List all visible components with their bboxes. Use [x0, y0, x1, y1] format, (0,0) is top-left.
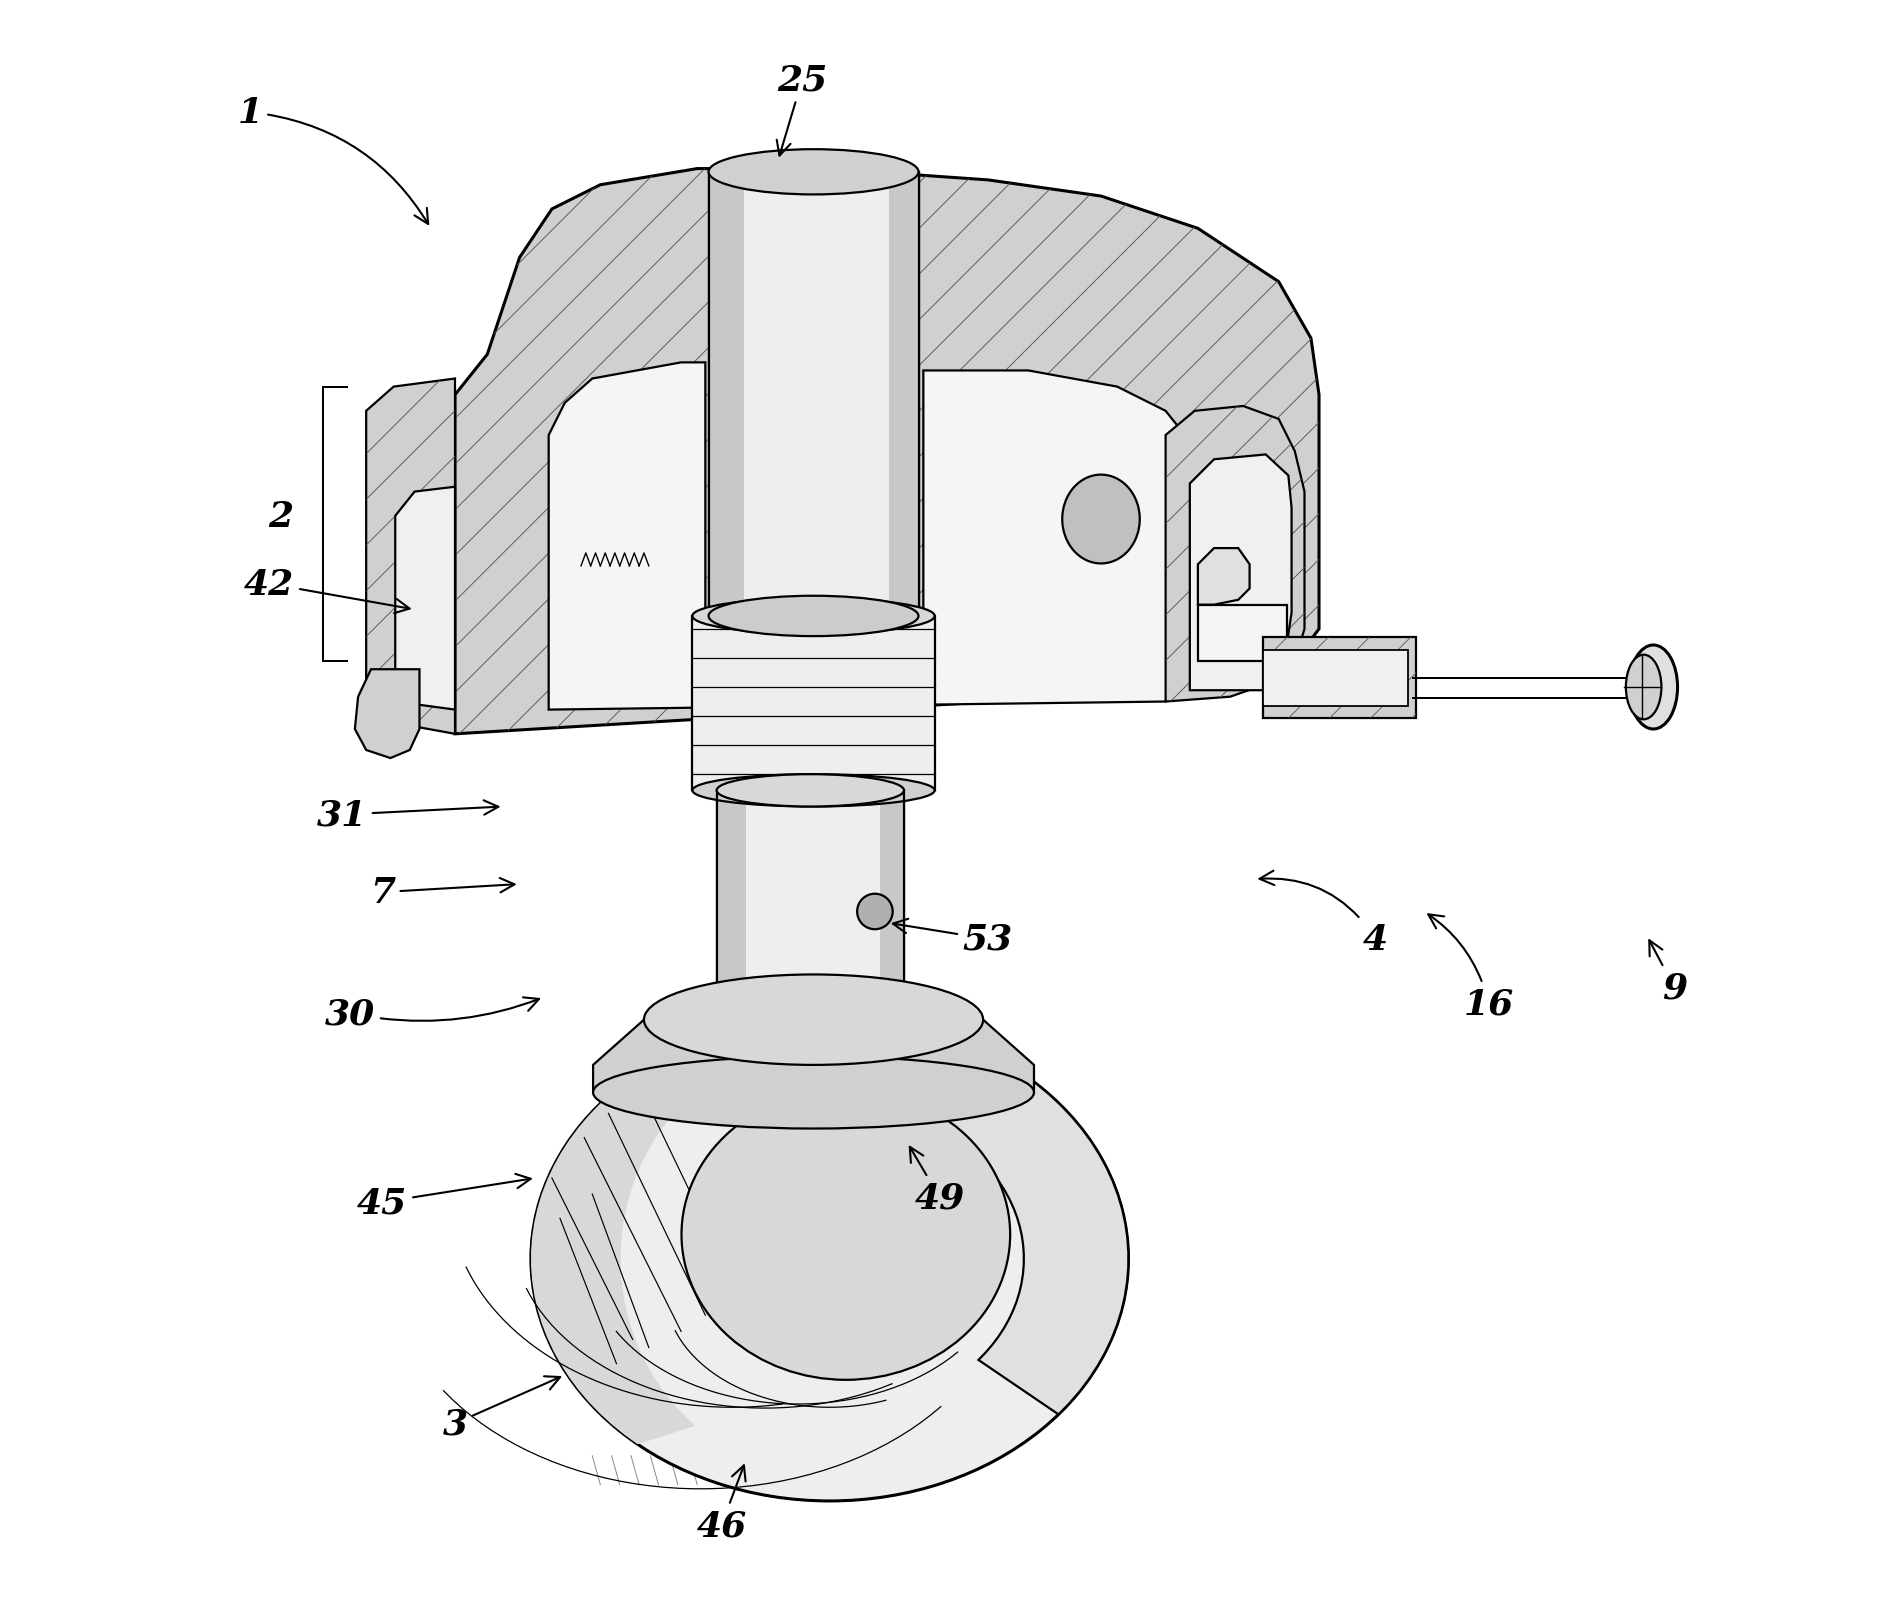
- Polygon shape: [455, 169, 1319, 734]
- Bar: [708, 173, 919, 617]
- Text: 9: 9: [1650, 941, 1687, 1006]
- Text: 16: 16: [1428, 915, 1514, 1022]
- Text: 4: 4: [1259, 872, 1389, 957]
- Text: 45: 45: [357, 1173, 530, 1220]
- Bar: [1263, 638, 1417, 718]
- Text: 1: 1: [237, 95, 428, 224]
- Ellipse shape: [1625, 655, 1661, 720]
- Polygon shape: [1199, 549, 1250, 605]
- Ellipse shape: [594, 1057, 1033, 1128]
- Ellipse shape: [532, 1017, 1129, 1501]
- Bar: [691, 617, 934, 791]
- Bar: [1263, 650, 1407, 707]
- Ellipse shape: [857, 894, 893, 930]
- Text: 53: 53: [893, 920, 1013, 957]
- Ellipse shape: [716, 775, 904, 807]
- Text: 7: 7: [370, 875, 515, 910]
- Bar: [708, 173, 919, 617]
- Polygon shape: [1189, 455, 1291, 691]
- Text: 49: 49: [909, 1148, 964, 1215]
- Ellipse shape: [644, 975, 983, 1065]
- Ellipse shape: [682, 1089, 1011, 1380]
- Ellipse shape: [708, 597, 919, 638]
- Bar: [716, 791, 904, 1020]
- Text: 3: 3: [442, 1377, 560, 1441]
- Bar: [879, 791, 904, 1020]
- Text: 2: 2: [269, 499, 293, 534]
- Bar: [708, 173, 744, 617]
- Polygon shape: [926, 1049, 1129, 1414]
- Polygon shape: [395, 487, 455, 710]
- Ellipse shape: [1629, 646, 1678, 730]
- Ellipse shape: [691, 775, 934, 807]
- Text: 42: 42: [244, 567, 410, 613]
- Text: 25: 25: [776, 63, 827, 157]
- Polygon shape: [594, 1020, 1033, 1093]
- Text: 31: 31: [318, 797, 498, 833]
- Bar: [716, 791, 746, 1020]
- Ellipse shape: [691, 599, 934, 634]
- Polygon shape: [532, 1073, 695, 1445]
- Text: 46: 46: [697, 1466, 746, 1543]
- Ellipse shape: [1062, 475, 1141, 563]
- Bar: [889, 173, 919, 617]
- Bar: [1199, 605, 1287, 662]
- Ellipse shape: [708, 150, 919, 195]
- Polygon shape: [366, 379, 455, 734]
- Bar: [716, 791, 904, 1020]
- Polygon shape: [1165, 407, 1304, 702]
- Polygon shape: [355, 670, 419, 759]
- Text: 30: 30: [325, 996, 539, 1031]
- Polygon shape: [549, 363, 1206, 710]
